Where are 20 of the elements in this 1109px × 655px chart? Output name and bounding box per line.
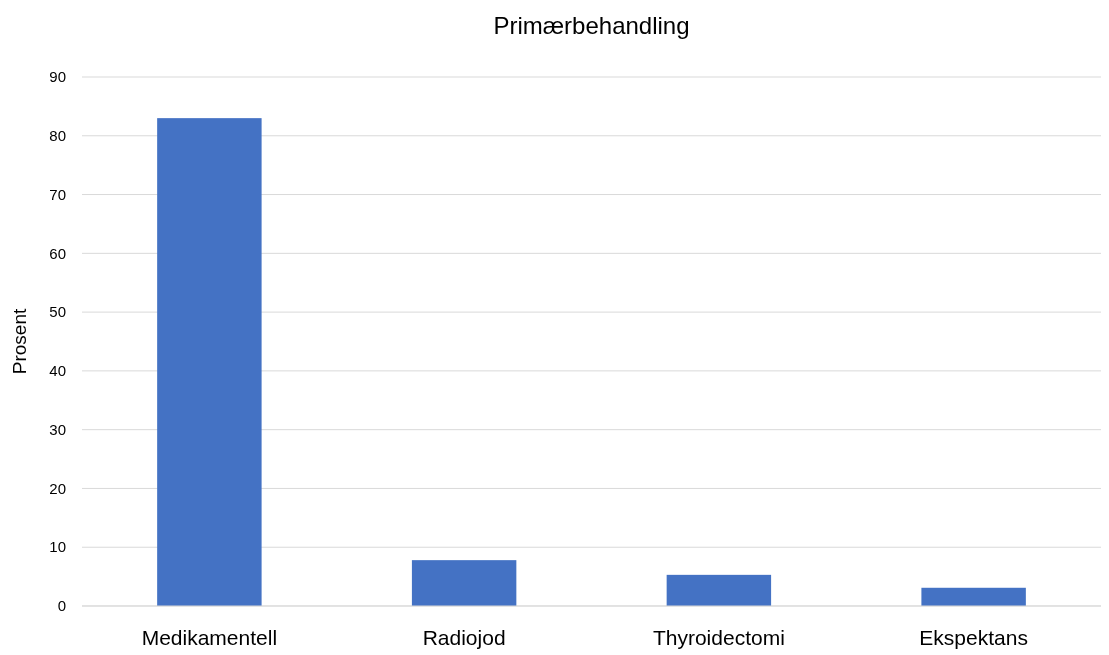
x-tick-label: Ekspektans: [919, 626, 1028, 649]
bar: [666, 574, 772, 606]
x-tick-label: Medikamentell: [141, 626, 278, 649]
y-tick-label: 50: [49, 303, 66, 321]
bar: [157, 118, 262, 606]
y-tick-label: 40: [49, 362, 66, 380]
y-tick-label: 90: [49, 68, 66, 86]
x-tick-label: Radiojod: [422, 626, 506, 649]
y-tick-label: 0: [57, 597, 66, 615]
y-tick-label: 30: [49, 420, 66, 438]
bar: [921, 587, 1026, 606]
y-tick-label: 60: [49, 244, 66, 262]
y-axis-title: Prosent: [9, 308, 30, 375]
y-tick-label: 10: [49, 538, 66, 556]
y-tick-label: 80: [49, 127, 66, 145]
bar: [411, 560, 517, 606]
y-tick-label: 70: [49, 185, 66, 203]
chart-title: Primærbehandling: [493, 12, 690, 39]
y-tick-label: 20: [49, 479, 66, 497]
x-tick-label: Thyroidectomi: [652, 626, 785, 649]
